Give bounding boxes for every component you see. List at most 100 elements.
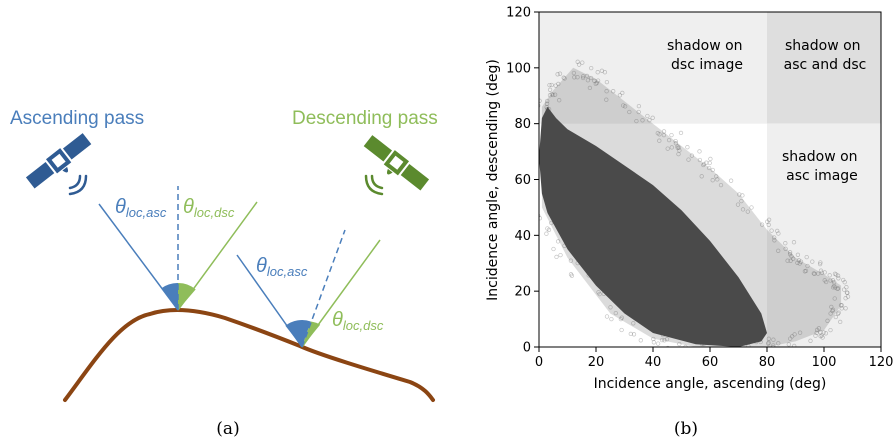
outlier-point [808,338,813,343]
outlier-point [557,98,562,103]
theta-loc-asc-label-2: θloc,asc [256,255,308,279]
outlier-point [745,209,750,214]
outlier-point [835,273,841,278]
outlier-point [638,338,643,343]
outlier-point [787,252,793,257]
outlier-point [815,271,821,276]
outlier-point [659,337,665,343]
outlier-point [735,202,741,207]
outlier-point [545,226,550,231]
outlier-point [789,254,794,259]
outlier-point [749,205,754,210]
outlier-point [557,71,563,76]
outlier-point [584,73,590,79]
x-tick-label: 60 [702,355,719,370]
y-tick-label: 0 [523,341,531,356]
outlier-point [640,118,645,123]
outlier-point [636,103,642,109]
panel-a: Ascending pass Descending pass [10,108,438,439]
y-tick-label: 120 [506,6,531,21]
outlier-point [627,109,632,115]
outlier-point [669,132,674,138]
outlier-point [835,286,841,291]
outlier-point [772,235,777,240]
x-tick-label: 0 [535,355,543,370]
outlier-point [737,192,742,197]
outlier-point [650,115,655,120]
outlier-point [835,311,841,316]
asc-ray-slope [236,254,303,348]
outlier-point [739,198,744,204]
outlier-point [655,131,660,136]
outlier-point [839,303,844,308]
outlier-point [665,345,670,347]
outlier-point [597,291,602,297]
outlier-point [820,335,825,340]
outlier-point [845,294,851,299]
outlier-point [685,145,690,150]
outlier-point [710,178,715,183]
outlier-point [715,177,720,182]
zone-shadow-both [767,12,881,124]
outlier-point [609,316,614,322]
outlier-point [546,227,552,232]
outlier-point [843,296,848,301]
outlier-point [549,82,554,88]
outlier-point [710,167,715,173]
outlier-point [556,81,561,87]
outlier-point [619,315,624,320]
outlier-point [678,130,684,136]
dsc-ray-peak [177,201,258,311]
outlier-point [661,132,667,138]
outlier-point [651,336,656,342]
outlier-point [618,316,624,322]
outlier-point [554,254,559,260]
outlier-point [655,341,661,346]
outlier-point [708,156,713,162]
outlier-point [549,92,554,97]
outlier-point [817,261,823,267]
y-tick-label: 40 [514,229,531,244]
outlier-point [539,216,543,221]
outlier-point [657,132,662,137]
outlier-point [804,254,809,260]
outlier-point [838,303,844,308]
outlier-point [621,103,626,108]
outlier-point [645,113,650,119]
outlier-point [647,118,652,123]
outlier-point [553,83,558,88]
outlier-point [797,261,802,266]
outlier-point [791,240,797,245]
descending-pass-label: Descending pass [292,108,438,129]
outlier-point [832,296,837,301]
y-tick-label: 100 [506,61,531,76]
outlier-point [818,260,823,265]
outlier-point [759,222,765,227]
outlier-point [832,271,838,276]
outlier-point [843,306,848,311]
outlier-point [816,326,822,331]
outlier-point [634,118,639,124]
outlier-point [704,160,709,165]
outlier-point [814,330,819,335]
outlier-point [575,59,580,64]
outlier-point [617,93,623,98]
outlier-point [555,72,560,77]
outlier-point [828,327,833,333]
outlier-point [619,327,624,333]
theta-loc-dsc-label-1: θloc,dsc [183,196,235,220]
outlier-point [593,81,598,87]
outlier-point [811,271,816,276]
outlier-point [838,319,843,325]
outlier-point [620,90,625,96]
y-axis-ticks: 0 20 40 60 80 100 120 [506,6,539,356]
outlier-point [802,269,808,274]
outlier-point [545,98,550,104]
outlier-point [805,263,810,269]
outlier-point [771,337,776,342]
outlier-point [792,332,797,337]
outlier-point [769,228,774,233]
outlier-point [550,92,556,98]
outlier-point [832,280,837,285]
outlier-point [830,307,836,312]
